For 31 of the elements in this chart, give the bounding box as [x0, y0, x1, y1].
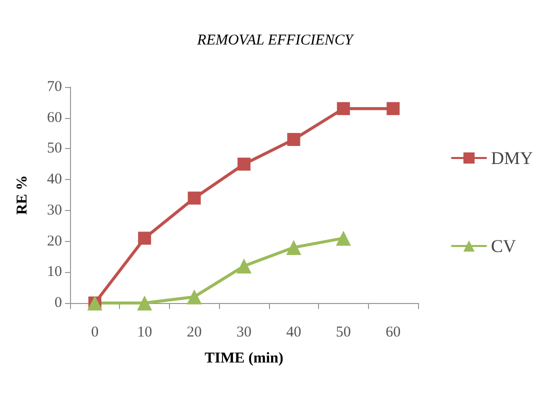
- x-tick-label: 10: [137, 324, 152, 340]
- y-tick-label: 0: [54, 295, 62, 311]
- point: [286, 240, 302, 255]
- point: [336, 230, 351, 246]
- point: [186, 289, 202, 304]
- y-tick-label: 20: [47, 233, 62, 250]
- x-tick-label: 60: [386, 324, 401, 340]
- point: [287, 132, 300, 146]
- legend-label: DMY: [490, 148, 534, 168]
- x-tick-label: 0: [91, 324, 99, 340]
- x-tick-label: 40: [286, 324, 302, 340]
- y-tick-label: 40: [47, 172, 62, 188]
- point: [188, 192, 201, 205]
- y-axis-title: RE %: [14, 175, 30, 215]
- y-tick-label: 70: [47, 79, 62, 95]
- y-tick-label: 10: [47, 264, 62, 280]
- point: [386, 102, 400, 116]
- y-tick-label: 60: [47, 110, 62, 126]
- y-tick-label: 50: [47, 140, 62, 157]
- x-tick-label: 50: [336, 324, 351, 340]
- point: [336, 102, 350, 116]
- point: [138, 232, 152, 245]
- y-tick-label: 30: [47, 202, 62, 218]
- chart-title: REMOVAL EFFICIENCY: [196, 32, 354, 48]
- x-axis-title: TIME (min): [204, 350, 284, 366]
- point: [238, 158, 250, 171]
- point: [137, 296, 152, 310]
- point: [236, 258, 252, 274]
- x-tick-label: 30: [236, 324, 252, 340]
- legend-label: CV: [490, 236, 516, 256]
- x-tick-label: 20: [186, 324, 202, 340]
